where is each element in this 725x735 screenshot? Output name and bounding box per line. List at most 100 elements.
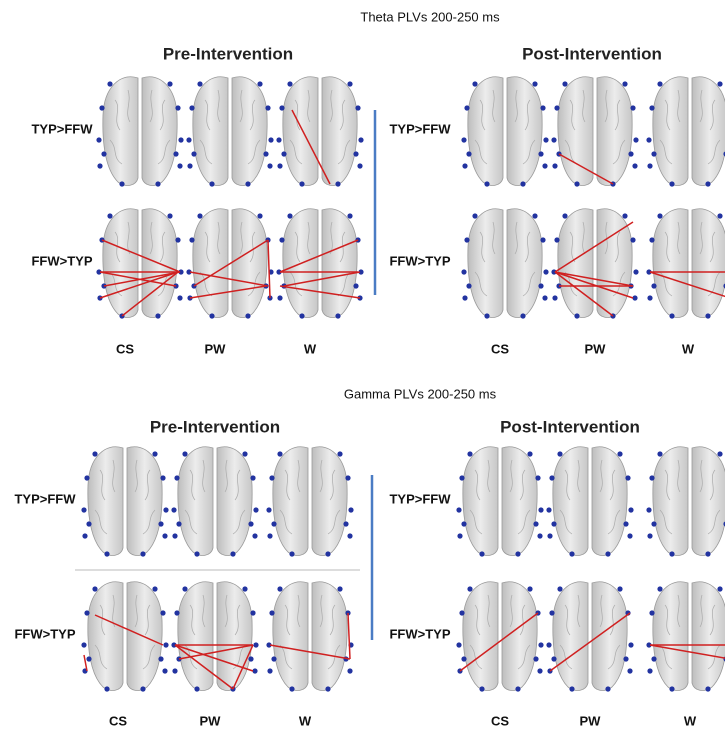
- connection: [232, 644, 254, 690]
- connection: [178, 644, 254, 660]
- brain: [455, 581, 545, 693]
- brain: [645, 446, 725, 558]
- brain-image: [545, 581, 635, 693]
- brain-image: [80, 446, 170, 558]
- column-label: PW: [205, 341, 227, 356]
- brain-image: [455, 581, 545, 693]
- connection: [554, 271, 634, 287]
- brain: [545, 446, 635, 558]
- brain-image: [275, 76, 365, 188]
- column-label: CS: [116, 341, 134, 356]
- row-label: TYP>FFW: [31, 121, 93, 136]
- brain: [550, 76, 640, 188]
- panel-header: Post-Intervention: [500, 417, 640, 436]
- connection: [558, 153, 614, 185]
- column-label: CS: [109, 713, 127, 728]
- brain: [460, 76, 550, 188]
- row-label: TYP>FFW: [389, 121, 451, 136]
- brain: [170, 581, 260, 693]
- brain: [80, 446, 170, 558]
- connection: [291, 109, 331, 185]
- section-title: Gamma PLVs 200-250 ms: [344, 386, 497, 401]
- connection: [283, 271, 361, 287]
- connection: [121, 271, 179, 317]
- connection: [554, 271, 634, 299]
- brain-image: [645, 581, 725, 693]
- row-label: FFW>TYP: [389, 626, 450, 641]
- brain-image: [95, 76, 185, 188]
- brain-image: [185, 76, 275, 188]
- column-label: PW: [585, 341, 607, 356]
- brain: [95, 208, 185, 320]
- brain-image: [460, 208, 550, 320]
- brain-image: [80, 581, 170, 693]
- brain: [80, 581, 170, 693]
- connection: [99, 271, 179, 299]
- brain-image: [170, 446, 260, 558]
- brain: [645, 208, 725, 320]
- brain-image: [645, 208, 725, 320]
- connection: [174, 644, 234, 690]
- section-title: Theta PLVs 200-250 ms: [360, 9, 500, 24]
- brain: [185, 208, 275, 320]
- connection: [554, 221, 634, 273]
- connection: [174, 644, 254, 672]
- column-label: PW: [200, 713, 222, 728]
- brain-image: [645, 446, 725, 558]
- connection: [554, 271, 614, 317]
- brain: [455, 446, 545, 558]
- brain-image: [455, 446, 545, 558]
- connection: [267, 239, 271, 299]
- panel-header: Pre-Intervention: [163, 44, 293, 63]
- connection: [189, 285, 267, 299]
- connection: [83, 654, 88, 672]
- connection: [279, 285, 361, 299]
- column-label: W: [682, 341, 695, 356]
- brain: [275, 76, 365, 188]
- brain: [645, 76, 725, 188]
- connection: [549, 612, 631, 672]
- connection: [347, 612, 351, 660]
- brain-image: [265, 581, 355, 693]
- connection: [649, 271, 725, 298]
- connection: [94, 614, 164, 646]
- column-label: W: [304, 341, 317, 356]
- connection: [279, 239, 359, 273]
- brain: [265, 581, 355, 693]
- brain: [545, 581, 635, 693]
- connection: [189, 271, 269, 287]
- brain-image: [645, 76, 725, 188]
- brain-image: [275, 208, 365, 320]
- brain-image: [550, 76, 640, 188]
- brain: [95, 76, 185, 188]
- brain-image: [545, 446, 635, 558]
- brain: [460, 208, 550, 320]
- brain: [185, 76, 275, 188]
- column-label: CS: [491, 341, 509, 356]
- panel-header: Pre-Intervention: [150, 417, 280, 436]
- connection: [269, 644, 351, 660]
- connection: [193, 239, 269, 287]
- connection: [101, 239, 181, 273]
- column-label: CS: [491, 713, 509, 728]
- row-label: FFW>TYP: [14, 626, 75, 641]
- brain: [265, 446, 355, 558]
- connection: [103, 271, 181, 287]
- brain: [170, 446, 260, 558]
- brain: [550, 208, 640, 320]
- row-label: TYP>FFW: [14, 491, 76, 506]
- column-label: W: [299, 713, 312, 728]
- panel-header: Post-Intervention: [522, 44, 662, 63]
- row-label: FFW>TYP: [389, 253, 450, 268]
- brain-image: [460, 76, 550, 188]
- brain: [275, 208, 365, 320]
- brain-image: [265, 446, 355, 558]
- column-label: W: [684, 713, 697, 728]
- row-label: FFW>TYP: [31, 253, 92, 268]
- column-label: PW: [580, 713, 602, 728]
- connection: [459, 612, 539, 672]
